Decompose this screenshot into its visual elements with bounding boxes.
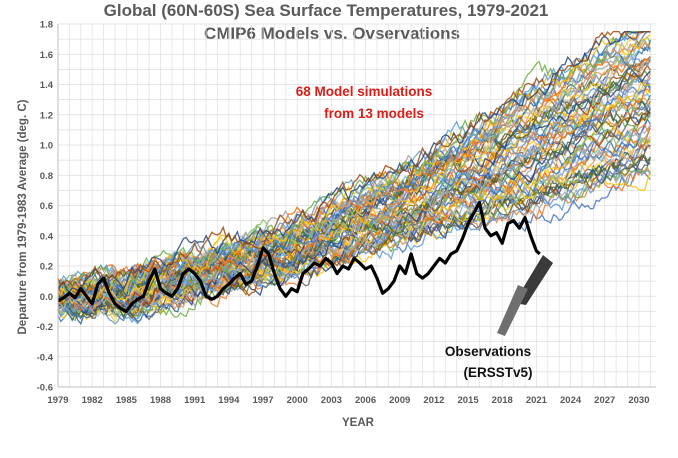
y-tick-label: 1.6 — [40, 50, 53, 61]
x-tick-label: 1997 — [252, 395, 273, 406]
x-tick-label: 1991 — [184, 395, 206, 406]
x-tick-label: 2009 — [389, 395, 410, 406]
y-tick-label: 0.4 — [40, 231, 54, 242]
y-tick-label: -0.2 — [37, 322, 53, 333]
arrow-shaft — [497, 285, 528, 336]
y-tick-label: 0.8 — [40, 171, 53, 182]
x-tick-label: 1994 — [218, 395, 240, 406]
x-tick-label: 1985 — [116, 395, 138, 406]
x-tick-label: 2024 — [560, 395, 582, 406]
x-tick-label: 1982 — [82, 395, 103, 406]
x-tick-label: 2000 — [287, 395, 308, 406]
y-tick-label: -0.4 — [37, 352, 54, 363]
model-simulation-line — [57, 30, 651, 291]
chart-subtitle: CMIP6 Models vs. Ovservations — [204, 24, 460, 43]
x-tick-label: 2030 — [628, 395, 649, 406]
model-simulation-line — [57, 80, 651, 311]
x-tick-label: 2018 — [492, 395, 513, 406]
x-tick-label: 1979 — [47, 395, 68, 406]
model-simulation-line — [57, 39, 651, 302]
x-tick-label: 2015 — [457, 395, 479, 406]
y-tick-label: 1.0 — [40, 141, 53, 152]
model-simulation-line — [57, 88, 651, 312]
y-tick-label: 0.0 — [40, 292, 53, 303]
x-tick-label: 1988 — [150, 395, 171, 406]
y-tick-label: 0.2 — [40, 262, 53, 273]
axes: 1979 1982 1985 1988 1991 1994 1997 2000 2003 2006… — [37, 20, 656, 406]
observations-annotation-line2: (ERSSTv5) — [463, 365, 532, 380]
observations-annotation-line1: Observations — [445, 344, 531, 359]
x-tick-label: 2006 — [355, 395, 376, 406]
observations-arrow — [497, 255, 553, 336]
y-tick-label: 0.6 — [40, 201, 53, 212]
models-annotation-line1: 68 Model simulations — [296, 84, 433, 99]
model-simulation-line — [57, 30, 651, 294]
model-simulation-line — [57, 136, 651, 324]
x-axis-label: YEAR — [342, 417, 375, 429]
y-tick-label: -0.6 — [37, 383, 53, 394]
x-tick-label: 2012 — [423, 395, 444, 406]
y-axis-label: Departure from 1979-1983 Average (deg. C… — [17, 99, 29, 334]
model-simulation-line — [57, 42, 651, 300]
y-tick-label: 1.4 — [40, 80, 54, 91]
chart-title: Global (60N-60S) Sea Surface Temperature… — [104, 1, 549, 20]
observations-series — [57, 200, 541, 313]
model-simulation-line — [57, 30, 651, 285]
y-tick-label: 1.2 — [40, 110, 53, 121]
x-tick-label: 2027 — [594, 395, 615, 406]
models-annotation-line2: from 13 models — [324, 106, 424, 121]
x-tick-label: 2003 — [321, 395, 342, 406]
x-tick-label: 2021 — [526, 395, 548, 406]
y-tick-label: 1.8 — [40, 20, 53, 31]
observations-line — [57, 200, 541, 313]
model-simulation-line — [57, 30, 651, 293]
